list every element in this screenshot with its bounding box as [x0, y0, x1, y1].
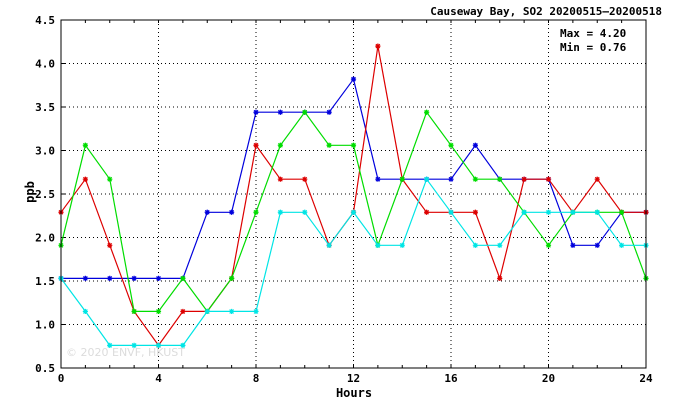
max-annotation: Max = 4.20: [560, 27, 626, 40]
x-tick-label: 0: [58, 372, 65, 385]
data-point: [472, 209, 478, 215]
data-point: [375, 176, 381, 182]
data-point: [448, 142, 454, 148]
data-point: [497, 176, 503, 182]
y-tick-label: 3.0: [35, 145, 55, 158]
y-tick-label: 4.5: [35, 14, 55, 27]
y-tick-label: 2.5: [35, 188, 55, 201]
data-point: [472, 242, 478, 248]
data-point: [82, 308, 88, 315]
data-point: [277, 109, 283, 115]
data-point: [545, 209, 552, 215]
data-point: [521, 209, 527, 215]
data-point: [497, 242, 503, 248]
data-point: [424, 209, 430, 215]
data-point: [131, 275, 137, 281]
data-point: [229, 209, 235, 215]
chart-title: Causeway Bay, SO2 20200515–20200518: [430, 5, 662, 18]
x-tick-label: 20: [542, 372, 555, 385]
data-point: [82, 176, 88, 182]
y-tick-label: 4.0: [35, 58, 55, 71]
data-point: [302, 109, 308, 115]
data-point: [521, 176, 527, 182]
plot-frame: [60, 19, 647, 369]
data-point: [277, 142, 283, 148]
tick-labels: 0.5 1.0 1.5 2.0 2.5 3.0 3.5 4.0 4.5 0 4 8 12 16 20 24: [35, 14, 653, 385]
watermark: © 2020 ENVF, HKUST: [66, 346, 185, 359]
data-point: [253, 109, 259, 115]
x-tick-label: 4: [155, 372, 162, 385]
data-point: [277, 176, 283, 182]
data-point: [375, 43, 381, 49]
data-point: [131, 342, 137, 348]
data-point: [594, 242, 600, 248]
data-point: [350, 76, 357, 82]
x-tick-label: 12: [347, 372, 360, 385]
data-point: [594, 176, 600, 182]
y-tick-label: 3.5: [35, 101, 55, 114]
y-axis-title: ppb: [23, 181, 37, 203]
data-point: [326, 109, 332, 115]
data-point: [253, 142, 259, 148]
data-point: [545, 176, 552, 182]
y-tick-label: 0.5: [35, 362, 55, 375]
data-point: [155, 308, 162, 315]
data-point: [497, 275, 503, 281]
y-tick-label: 1.0: [35, 319, 55, 332]
x-axis-title: Hours: [336, 386, 372, 400]
series-2: [58, 43, 649, 348]
y-tick-label: 2.0: [35, 232, 55, 245]
data-point: [253, 209, 259, 215]
data-point: [448, 176, 454, 182]
data-point: [107, 176, 113, 182]
data-point: [326, 242, 332, 248]
data-point: [155, 342, 162, 348]
series-layer: [58, 43, 649, 348]
data-point: [594, 209, 600, 215]
data-point: [570, 242, 576, 248]
series-4: [58, 176, 649, 348]
data-point: [448, 209, 454, 215]
data-point: [107, 342, 113, 348]
x-tick-label: 16: [444, 372, 458, 385]
data-point: [155, 275, 162, 281]
data-point: [277, 209, 283, 215]
data-point: [107, 242, 113, 248]
data-point: [253, 308, 259, 315]
data-point: [424, 176, 430, 182]
data-point: [107, 275, 113, 281]
grid-lines: [60, 19, 647, 369]
data-point: [180, 308, 186, 315]
min-annotation: Min = 0.76: [560, 41, 627, 54]
data-point: [570, 209, 576, 215]
data-point: [375, 242, 381, 248]
data-point: [180, 342, 186, 348]
data-point: [302, 176, 308, 182]
x-tick-label: 8: [253, 372, 260, 385]
data-point: [545, 242, 552, 248]
data-point: [131, 308, 137, 315]
data-point: [302, 209, 308, 215]
data-point: [350, 209, 357, 215]
data-point: [399, 176, 405, 182]
data-point: [204, 308, 210, 315]
data-point: [399, 242, 405, 248]
data-point: [229, 308, 235, 315]
x-tick-label: 24: [639, 372, 653, 385]
data-point: [204, 209, 210, 215]
data-point: [326, 142, 332, 148]
data-point: [229, 275, 235, 281]
data-point: [472, 176, 478, 182]
data-point: [424, 109, 430, 115]
data-point: [619, 209, 625, 215]
data-point: [350, 142, 357, 148]
data-point: [472, 142, 478, 148]
data-point: [180, 275, 186, 281]
data-point: [619, 242, 625, 248]
data-point: [82, 142, 88, 148]
y-tick-label: 1.5: [35, 275, 55, 288]
data-point: [82, 275, 88, 281]
